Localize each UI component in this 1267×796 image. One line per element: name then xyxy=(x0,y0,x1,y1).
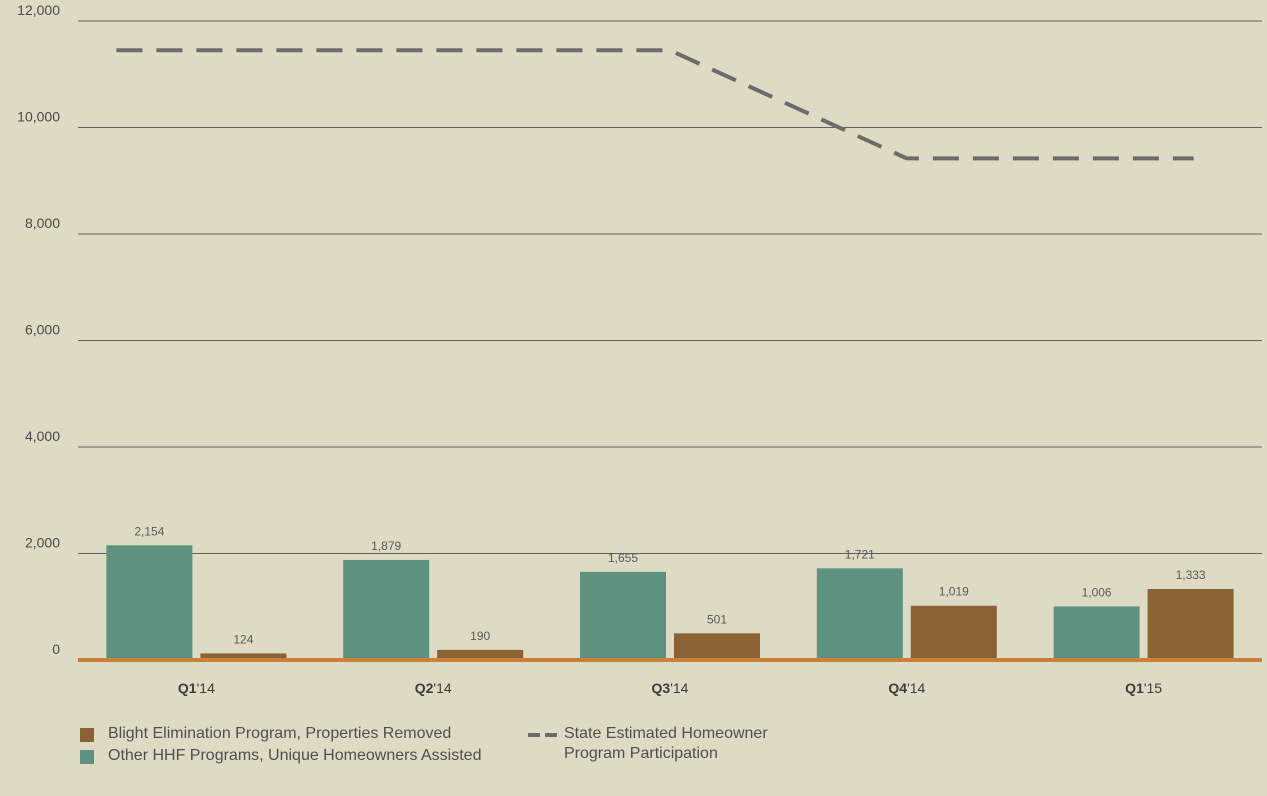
bar xyxy=(1053,606,1140,660)
x-tick-label: Q2'14 xyxy=(415,680,452,696)
y-tick-label: 0 xyxy=(52,641,60,657)
bar xyxy=(674,633,760,660)
legend-left: Blight Elimination Program, Properties R… xyxy=(80,724,500,766)
legend-label-state-line: State Estimated Homeowner Program Partic… xyxy=(564,725,768,762)
bar xyxy=(343,559,430,660)
x-tick-label: Q3'14 xyxy=(652,680,689,696)
legend-item-blight: Blight Elimination Program, Properties R… xyxy=(80,724,500,744)
data-label: 501 xyxy=(707,612,727,626)
bar xyxy=(1147,589,1234,660)
legend-item-state-line: State Estimated Homeowner Program Partic… xyxy=(528,724,818,764)
data-label: 2,154 xyxy=(134,524,164,538)
legend-swatch-state-line xyxy=(528,733,558,737)
x-tick-label: Q1'14 xyxy=(178,680,215,696)
data-label: 1,006 xyxy=(1082,585,1112,599)
data-label: 1,333 xyxy=(1176,568,1206,582)
bar xyxy=(910,605,997,660)
y-tick-label: 4,000 xyxy=(25,428,60,444)
data-label: 1,655 xyxy=(608,551,638,565)
data-label: 1,019 xyxy=(939,585,969,599)
x-tick-label: Q4'14 xyxy=(888,680,925,696)
y-tick-label: 12,000 xyxy=(17,2,60,18)
y-tick-label: 6,000 xyxy=(25,322,60,338)
state-participation-line xyxy=(116,48,1194,161)
legend-swatch-other-hhf xyxy=(80,750,94,764)
bar xyxy=(816,568,903,660)
y-tick-label: 8,000 xyxy=(25,215,60,231)
y-tick-label: 10,000 xyxy=(17,109,60,125)
legend-label-blight: Blight Elimination Program, Properties R… xyxy=(108,725,452,742)
data-label: 1,721 xyxy=(845,547,875,561)
data-label: 124 xyxy=(233,632,253,646)
legend-item-other-hhf: Other HHF Programs, Unique Homeowners As… xyxy=(80,746,488,766)
legend-right: State Estimated Homeowner Program Partic… xyxy=(528,724,818,764)
y-tick-label: 2,000 xyxy=(25,535,60,551)
legend-swatch-blight xyxy=(80,728,94,742)
bar xyxy=(580,571,666,660)
bar xyxy=(106,545,193,660)
bar xyxy=(437,649,524,660)
chart-plot: 0 2,000 4,000 6,000 8,000 10,000 12,000 2,154 12… xyxy=(17,2,1262,696)
data-label: 190 xyxy=(470,629,490,643)
bar xyxy=(200,653,287,660)
legend-label-other-hhf: Other HHF Programs, Unique Homeowners As… xyxy=(108,747,482,764)
data-label: 1,879 xyxy=(371,539,401,553)
x-tick-label: Q1'15 xyxy=(1125,680,1162,696)
